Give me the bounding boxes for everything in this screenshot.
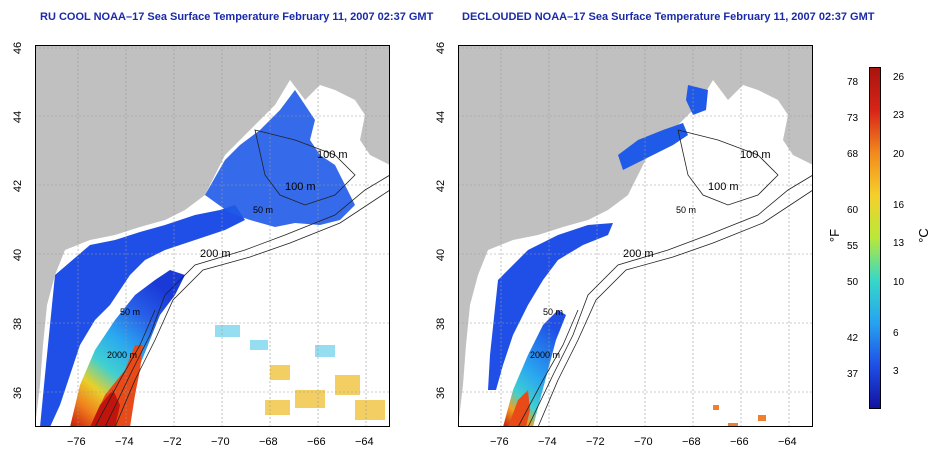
celsius-tick: 13: [893, 238, 905, 249]
x-tick-label: −70: [634, 436, 653, 448]
cold-water-band: [488, 223, 613, 390]
bathymetry-contours: [94, 129, 390, 427]
y-tick-label: 46: [435, 41, 448, 55]
x-tick-label: −64: [778, 436, 797, 448]
x-tick-label: −66: [307, 436, 326, 448]
contour-label: 50 m: [253, 205, 274, 215]
fahrenheit-tick: 60: [847, 205, 859, 216]
gulf-of-maine-water: [205, 90, 355, 227]
contour-label: 100 m: [285, 181, 316, 193]
y-tick-label: 44: [12, 110, 25, 124]
offshore-scattered-pixels: [265, 365, 385, 420]
y-tick-label: 38: [12, 317, 25, 331]
contour-label: 200 m: [200, 248, 231, 260]
x-tick-label: −72: [163, 436, 182, 448]
y-tick-label: 42: [435, 179, 448, 193]
shelf-water: [70, 270, 185, 427]
x-tick-label: −76: [490, 436, 509, 448]
x-tick-label: −68: [259, 436, 278, 448]
x-tick-label: −66: [730, 436, 749, 448]
y-tick-label: 36: [435, 386, 448, 400]
x-tick-label: −72: [586, 436, 605, 448]
contour-label: 100 m: [708, 181, 739, 193]
bathymetry-contours: [517, 129, 813, 427]
fahrenheit-tick: 55: [847, 241, 859, 252]
contour-label: 50 m: [543, 307, 564, 317]
y-tick-label: 38: [435, 317, 448, 331]
fahrenheit-tick: 37: [847, 369, 859, 380]
land-mass: [35, 45, 390, 427]
x-tick-label: −76: [67, 436, 86, 448]
y-tick-label: 40: [435, 248, 448, 262]
gulf-of-maine-water: [618, 123, 688, 170]
x-tick-label: −70: [211, 436, 230, 448]
raw-sst-map-panel: 100 m 100 m 50 m 200 m 50 m 2000 m −76 −…: [12, 42, 390, 448]
contour-label: 2000 m: [107, 350, 138, 360]
left-map-title: RU COOL NOAA–17 Sea Surface Temperature …: [40, 11, 434, 23]
celsius-tick: 3: [893, 366, 899, 377]
fahrenheit-tick: 50: [847, 277, 859, 288]
fahrenheit-tick: 42: [847, 333, 859, 344]
contour-label: 200 m: [623, 248, 654, 260]
offshore-warm-pixels: [713, 405, 766, 427]
contour-label: 100 m: [317, 149, 348, 161]
y-tick-label: 46: [12, 41, 25, 55]
map-frame: [458, 45, 813, 427]
contour-label: 50 m: [676, 205, 697, 215]
y-tick-label: 36: [12, 386, 25, 400]
contour-label: 2000 m: [530, 350, 561, 360]
map-grid: [458, 45, 813, 427]
map-grid: [35, 45, 390, 427]
celsius-tick: 6: [893, 328, 899, 339]
celsius-unit-label: °C: [915, 228, 931, 243]
shelf-water: [503, 310, 566, 427]
contour-label: 50 m: [120, 307, 141, 317]
fahrenheit-tick: 68: [847, 149, 859, 160]
cold-water-band: [40, 205, 245, 427]
celsius-tick: 16: [893, 200, 905, 211]
celsius-tick: 10: [893, 277, 905, 288]
raw-sst-map: [35, 45, 390, 427]
x-tick-label: −74: [115, 436, 134, 448]
y-tick-label: 40: [12, 248, 25, 262]
declouded-sst-map: [458, 45, 813, 427]
right-map-title: DECLOUDED NOAA–17 Sea Surface Temperatur…: [462, 11, 875, 23]
celsius-tick: 20: [893, 149, 905, 160]
declouded-sst-map-panel: 100 m 100 m 50 m 200 m 50 m 2000 m −76 −…: [435, 42, 813, 448]
contour-label: 100 m: [740, 149, 771, 161]
fahrenheit-unit-label: °F: [827, 228, 843, 243]
fahrenheit-tick: 73: [847, 113, 859, 124]
celsius-tick: 23: [893, 110, 905, 121]
map-frame: [35, 45, 390, 427]
y-tick-label: 44: [435, 110, 448, 124]
land-mass: [458, 45, 813, 427]
temperature-colorbar: [869, 67, 881, 409]
y-tick-label: 42: [12, 179, 25, 193]
celsius-tick: 26: [893, 72, 905, 83]
x-tick-label: −64: [355, 436, 374, 448]
x-tick-label: −68: [682, 436, 701, 448]
fahrenheit-tick: 78: [847, 77, 859, 88]
x-tick-label: −74: [538, 436, 557, 448]
